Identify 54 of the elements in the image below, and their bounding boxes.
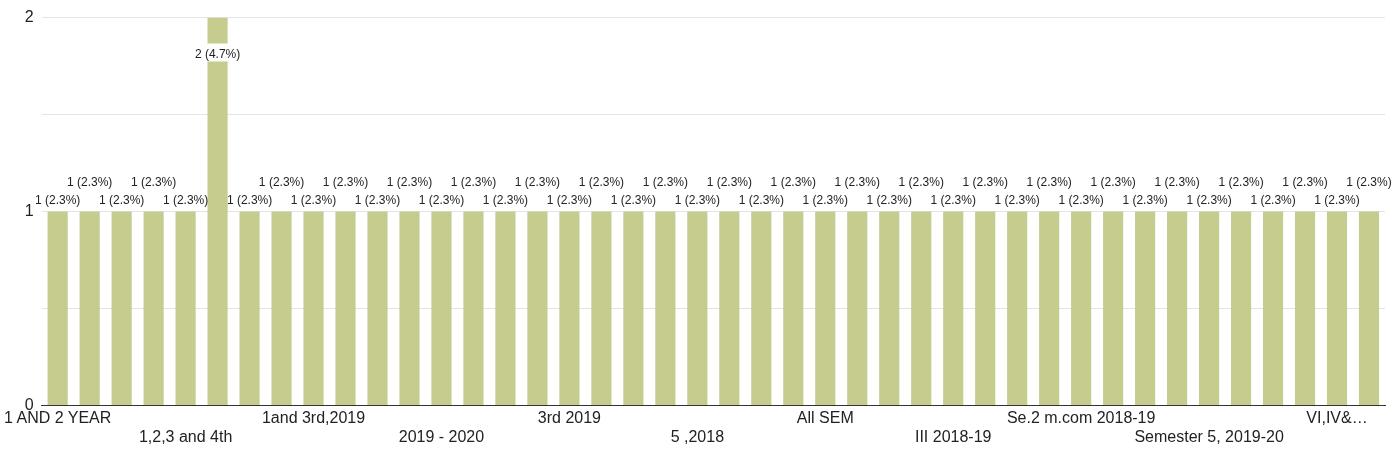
y-tick-label: 2 bbox=[24, 8, 34, 26]
data-label: 1 (2.3%) bbox=[514, 174, 561, 189]
x-tick-label: III 2018-19 bbox=[914, 427, 992, 445]
x-tick-label: 5 ,2018 bbox=[670, 427, 725, 445]
data-label: 1 (2.3%) bbox=[66, 174, 113, 189]
data-label: 1 (2.3%) bbox=[1218, 174, 1264, 189]
data-label: 1 (2.3%) bbox=[962, 174, 1008, 189]
data-label: 1 (2.3%) bbox=[354, 192, 401, 207]
y-tick-label: 1 bbox=[24, 202, 34, 220]
x-tick-label: 3rd 2019 bbox=[537, 408, 602, 426]
data-label: 1 (2.3%) bbox=[1314, 192, 1360, 207]
x-tick-label: All SEM bbox=[796, 408, 854, 426]
data-label: 1 (2.3%) bbox=[258, 174, 305, 189]
data-label: 1 (2.3%) bbox=[610, 192, 657, 207]
data-label: 1 (2.3%) bbox=[418, 192, 465, 207]
data-label: 1 (2.3%) bbox=[994, 192, 1040, 207]
x-tick-label: 1,2,3 and 4th bbox=[138, 427, 233, 445]
data-label: 1 (2.3%) bbox=[226, 192, 273, 207]
x-tick-label: VI,IV&… bbox=[1306, 408, 1368, 426]
data-label: 1 (2.3%) bbox=[802, 192, 848, 207]
data-label: 1 (2.3%) bbox=[386, 174, 433, 189]
data-label: 1 (2.3%) bbox=[738, 192, 784, 207]
data-label: 1 (2.3%) bbox=[130, 174, 177, 189]
data-label: 1 (2.3%) bbox=[1122, 192, 1168, 207]
data-label: 1 (2.3%) bbox=[162, 192, 209, 207]
data-label: 1 (2.3%) bbox=[770, 174, 816, 189]
x-tick-label: 2019 - 2020 bbox=[398, 427, 485, 445]
data-label: 1 (2.3%) bbox=[1282, 174, 1328, 189]
data-label: 1 (2.3%) bbox=[1154, 174, 1200, 189]
data-label: 1 (2.3%) bbox=[866, 192, 912, 207]
data-label: 1 (2.3%) bbox=[1186, 192, 1232, 207]
data-label: 1 (2.3%) bbox=[482, 192, 529, 207]
data-label: 2 (4.7%) bbox=[194, 46, 241, 61]
data-label: 1 (2.3%) bbox=[898, 174, 944, 189]
data-label: 1 (2.3%) bbox=[834, 174, 880, 189]
data-label: 1 (2.3%) bbox=[1026, 174, 1072, 189]
data-label: 1 (2.3%) bbox=[290, 192, 337, 207]
data-label: 1 (2.3%) bbox=[930, 192, 976, 207]
data-label: 1 (2.3%) bbox=[1058, 192, 1104, 207]
data-label: 1 (2.3%) bbox=[98, 192, 145, 207]
data-label: 1 (2.3%) bbox=[450, 174, 497, 189]
data-label: 1 (2.3%) bbox=[1090, 174, 1136, 189]
data-label: 1 (2.3%) bbox=[674, 192, 721, 207]
data-label: 1 (2.3%) bbox=[34, 192, 81, 207]
x-tick-label: Semester 5, 2019-20 bbox=[1134, 427, 1284, 445]
data-label: 1 (2.3%) bbox=[642, 174, 689, 189]
x-tick-label: 1and 3rd,2019 bbox=[261, 408, 366, 426]
data-label: 1 (2.3%) bbox=[322, 174, 369, 189]
data-label: 1 (2.3%) bbox=[706, 174, 752, 189]
data-label: 1 (2.3%) bbox=[578, 174, 625, 189]
x-tick-label: Se.2 m.com 2018-19 bbox=[1006, 408, 1156, 426]
data-label: 1 (2.3%) bbox=[1346, 174, 1392, 189]
data-label: 1 (2.3%) bbox=[1250, 192, 1296, 207]
data-label: 1 (2.3%) bbox=[546, 192, 593, 207]
